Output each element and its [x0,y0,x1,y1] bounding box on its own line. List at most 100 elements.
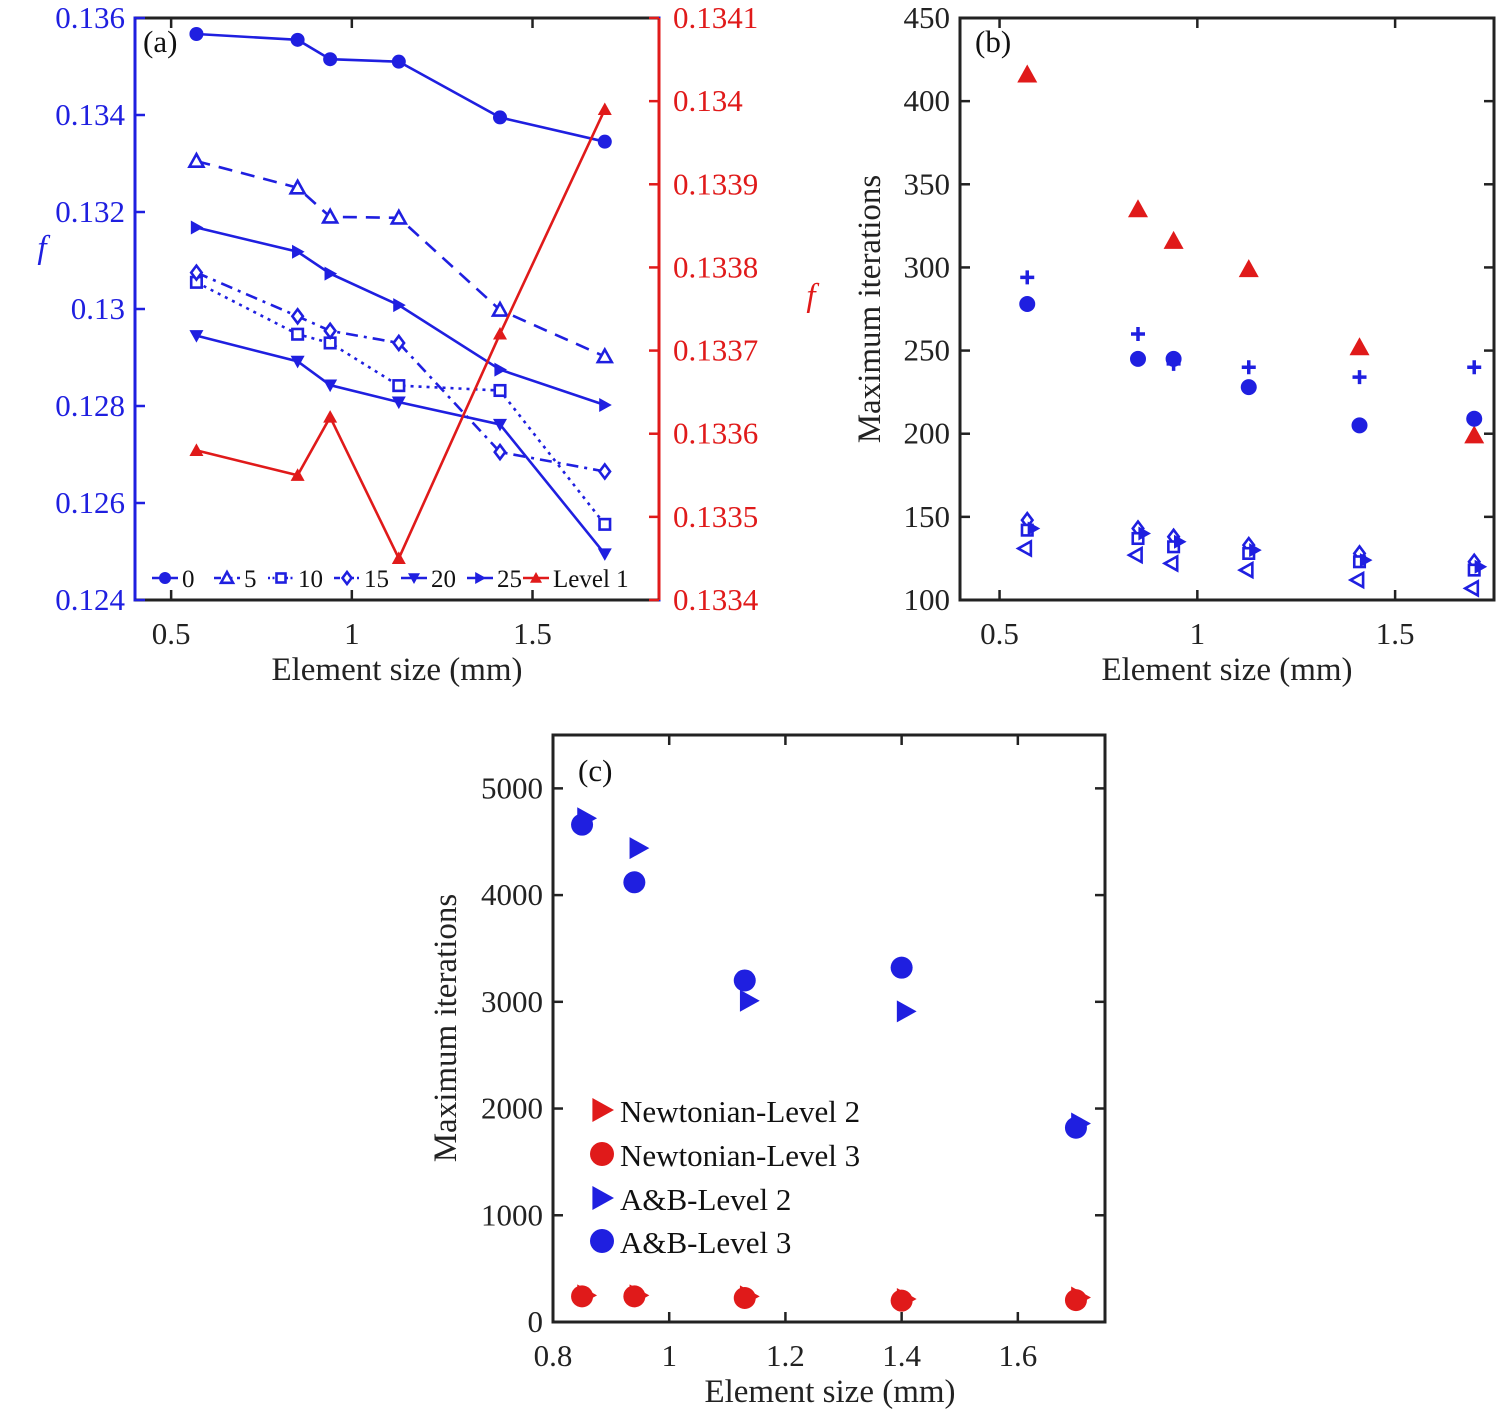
y-right-tick-label: 0.1338 [673,249,758,284]
data-point [595,346,615,364]
panel-c-ylabel: Maximum iterations [428,894,464,1163]
data-point [393,298,406,313]
legend-label: A&B-Level 3 [620,1225,791,1260]
data-point [323,410,338,423]
x-tick-label: 1.6 [998,1338,1037,1373]
y-tick-label: 3000 [481,984,543,1019]
legend-marker [159,572,171,584]
data-point [291,327,305,341]
legend-marker [340,569,354,587]
y-tick-label: 250 [904,333,951,368]
x-tick-label: 1 [1190,616,1206,651]
data-point [1467,360,1482,375]
legend-label: 0 [182,566,195,593]
legend-label: A&B-Level 2 [620,1182,791,1217]
legend-label: Level 1 [553,566,629,593]
data-point [733,1286,756,1309]
y-tick-label: 5000 [481,770,543,805]
panel-b-xlabel: Element size (mm) [1101,652,1352,688]
data-point [739,989,760,1012]
y-tick-label: 300 [904,249,951,284]
data-point [189,263,204,282]
panel-a-ylabel-left: f [37,230,50,266]
data-point [187,151,206,168]
x-tick-label: 0.5 [152,616,191,651]
data-point [597,462,612,481]
legend-marker [590,1229,614,1253]
series-line-level-1 [196,108,606,562]
data-point [1464,425,1485,444]
data-point [1161,554,1179,573]
data-point [292,244,305,259]
data-point [494,362,507,377]
y-tick-label: 0 [528,1304,544,1339]
data-point [492,326,507,340]
panel-b-label: (b) [975,24,1011,59]
legend-marker [475,572,486,584]
series-line-15 [195,271,606,473]
legend-marker [218,569,236,585]
legend-label: Newtonian-Level 2 [620,1094,860,1129]
data-point [896,1000,917,1023]
x-tick-label: 1.5 [1376,616,1415,651]
legend-label: 20 [431,566,456,593]
data-point [391,551,406,565]
data-point [1249,543,1262,558]
y-tick-label: 450 [904,0,951,35]
data-point [290,355,305,369]
data-point [1466,410,1483,427]
data-point [1237,560,1254,580]
data-point [1128,199,1148,218]
series-line-5 [196,159,606,358]
data-point [189,330,204,343]
x-tick-label: 1 [344,616,360,651]
data-point [1352,370,1367,385]
legend-label: Newtonian-Level 3 [620,1138,860,1173]
panel-b: 0.5 1 1.5 100 150 200 250 300 350 400 450 (b) Elem… [852,0,1496,688]
y-right-tick-label: 0.1335 [673,499,758,534]
data-point [323,321,338,340]
data-point [391,396,406,410]
panel-b-plot-frame [958,16,1496,602]
data-point [1240,379,1257,396]
y-tick-label: 4000 [481,877,543,912]
series-line-20 [196,334,606,555]
data-point [320,207,340,224]
y-tick-label: 150 [904,499,951,534]
data-point [1131,531,1145,546]
data-point [492,418,507,432]
data-point [598,517,612,531]
data-point [1027,521,1041,536]
y-tick-label: 0.128 [55,388,125,423]
data-point [392,379,406,393]
data-point [733,969,756,992]
data-point [597,134,612,149]
data-point [1126,545,1143,565]
data-point [290,468,305,481]
panel-a-ylabel-right: f [806,278,819,314]
data-point [1064,1116,1087,1139]
panel-c: 0.8 1 1.2 1.4 1.6 0 1000 2000 3000 4000 5000 Newto… [428,733,1107,1410]
data-point [490,300,510,317]
y-tick-label: 1000 [481,1197,543,1232]
data-point [323,379,338,393]
y-tick-label: 0.126 [55,485,125,520]
y-tick-label: 0.134 [55,97,125,132]
legend-marker [592,1186,614,1210]
data-point [629,837,650,860]
y-right-tick-label: 0.134 [673,83,743,118]
data-point [1019,296,1036,313]
data-point [492,110,507,125]
data-point [1165,350,1182,367]
y-right-tick-label: 0.1337 [673,333,758,368]
y-right-tick-label: 0.1336 [673,416,758,451]
data-point [323,52,338,67]
panel-a-legend: 0 5 10 15 20 25 Level 1 [152,566,629,593]
data-point [290,307,305,326]
x-tick-label: 1 [661,1338,677,1373]
data-point [1130,350,1146,367]
data-point [493,442,507,462]
data-point [1020,270,1035,285]
x-tick-label: 1.4 [882,1338,921,1373]
